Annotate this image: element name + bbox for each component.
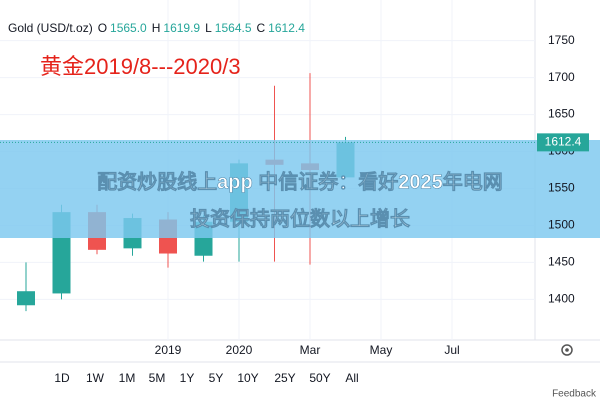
ohlc-value: 1565.0 (110, 21, 147, 35)
range-button[interactable]: 1M (119, 371, 136, 385)
y-tick-label: 1750 (548, 33, 575, 47)
last-price-label: 1612.4 (545, 135, 582, 149)
y-tick-label: 1500 (548, 218, 575, 232)
range-button[interactable]: 10Y (237, 371, 258, 385)
x-tick-label: Jul (444, 343, 459, 357)
range-button[interactable]: 1W (86, 371, 105, 385)
banner-text: 投资保持两位数以上增长 (190, 206, 411, 230)
banner (0, 140, 600, 238)
y-tick-label: 1700 (548, 70, 575, 84)
feedback[interactable]: Feedback (552, 389, 597, 400)
range-button[interactable]: 5Y (209, 371, 224, 385)
last-price-tag (537, 133, 589, 152)
y-tick-label: 1450 (548, 255, 575, 269)
ohlc-key: C (257, 21, 266, 35)
x-tick-label: 2020 (226, 343, 253, 357)
y-tick-label: 1550 (548, 181, 575, 195)
range-button[interactable]: 5M (149, 371, 166, 385)
range-button[interactable]: 1D (54, 371, 70, 385)
ohlc-value: 1619.9 (163, 21, 200, 35)
overlay: 1400145015001550160016501700175020192020… (0, 21, 589, 357)
range-button[interactable]: All (345, 371, 358, 385)
ohlc-value: 1612.4 (268, 21, 305, 35)
range-button[interactable]: 1Y (180, 371, 195, 385)
x-tick-label: Mar (300, 343, 321, 357)
settings-icon[interactable] (561, 344, 573, 356)
gear-center[interactable] (565, 348, 569, 352)
ohlc-key: O (98, 21, 107, 35)
x-tick-label: May (370, 343, 393, 357)
gear[interactable] (561, 344, 573, 356)
annotation: 黄金2019/8---2020/3 (40, 54, 241, 79)
ohlc-value: 1564.5 (215, 21, 252, 35)
y-tick-label: 1400 (548, 292, 575, 306)
candle-body (17, 291, 35, 306)
banner-text: 配资炒股线上app 中信证券：看好2025年电网 (97, 169, 503, 193)
symbol: Gold (USD/t.oz) (8, 21, 93, 35)
range-button[interactable]: 25Y (274, 371, 295, 385)
ohlc-key: H (152, 21, 161, 35)
range-button[interactable]: 50Y (309, 371, 330, 385)
y-tick-label: 1650 (548, 107, 575, 121)
x-tick-label: 2019 (155, 343, 182, 357)
ohlc-key: L (205, 21, 212, 35)
